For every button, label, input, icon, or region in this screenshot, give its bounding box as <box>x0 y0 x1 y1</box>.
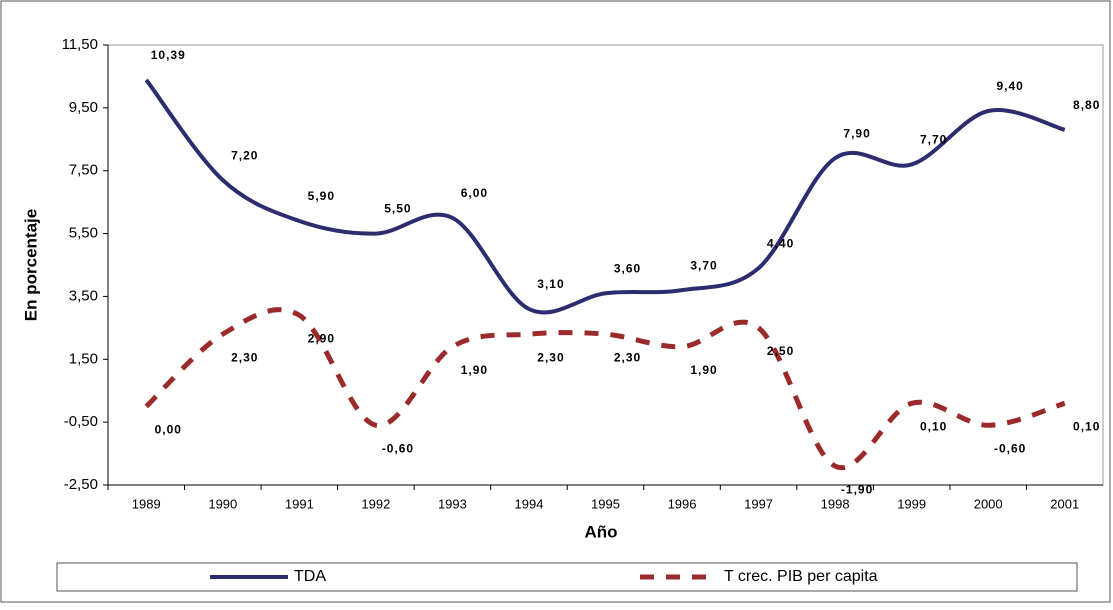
series-line <box>144 78 1066 315</box>
x-tick-label: 1996 <box>668 496 697 511</box>
x-tick-label: 1994 <box>515 496 544 511</box>
y-tick-label: 9,50 <box>69 99 98 116</box>
x-tick-label: 1989 <box>132 496 161 511</box>
x-tick-label: 1998 <box>821 496 850 511</box>
value-label: 3,60 <box>614 261 641 275</box>
value-label: 4,40 <box>767 236 794 250</box>
value-label: 6,00 <box>461 186 488 200</box>
value-label: 5,90 <box>308 189 335 203</box>
y-axis-label: En porcentaje <box>21 209 40 321</box>
legend-label: TDA <box>294 568 326 585</box>
value-label: -1,90 <box>841 482 873 496</box>
x-tick-label: 1993 <box>438 496 467 511</box>
x-axis-label: Año <box>584 522 617 541</box>
y-tick-label: 7,50 <box>69 162 98 179</box>
value-label: -0,60 <box>994 441 1026 455</box>
value-label: 7,90 <box>843 126 870 140</box>
y-tick-label: 5,50 <box>69 225 98 242</box>
x-tick-label: 1992 <box>361 496 390 511</box>
value-label: 7,20 <box>231 148 258 162</box>
value-label: 5,50 <box>384 202 411 216</box>
value-label: 9,40 <box>997 79 1024 93</box>
y-tick-label: -0,50 <box>64 413 98 430</box>
value-label: 0,10 <box>920 419 947 433</box>
x-tick-label: 1995 <box>591 496 620 511</box>
series-line <box>144 307 1066 471</box>
legend-label: T crec. PIB per capita <box>724 568 878 585</box>
x-tick-label: 2001 <box>1050 496 1079 511</box>
value-label: 2,30 <box>537 350 564 364</box>
value-label: 3,70 <box>690 258 717 272</box>
value-label: 2,30 <box>231 350 258 364</box>
value-label: 0,10 <box>1073 419 1100 433</box>
y-tick-label: 3,50 <box>69 287 98 304</box>
value-label: 2,50 <box>767 344 794 358</box>
x-tick-label: 1999 <box>897 496 926 511</box>
value-label: 1,90 <box>461 363 488 377</box>
value-label: 2,90 <box>308 331 335 345</box>
x-tick-label: 2000 <box>974 496 1003 511</box>
y-tick-label: 1,50 <box>69 350 98 367</box>
x-tick-label: 1990 <box>208 496 237 511</box>
value-label: 2,30 <box>614 350 641 364</box>
value-label: 3,10 <box>537 277 564 291</box>
value-label: 10,39 <box>151 48 186 62</box>
value-label: 8,80 <box>1073 98 1100 112</box>
y-tick-label: 11,50 <box>62 36 98 53</box>
value-label: 7,70 <box>920 133 947 147</box>
value-label: -0,60 <box>382 441 414 455</box>
y-tick-label: -2,50 <box>64 476 98 493</box>
x-tick-label: 1991 <box>285 496 314 511</box>
x-tick-label: 1997 <box>744 496 773 511</box>
value-label: 1,90 <box>690 363 717 377</box>
value-label: 0,00 <box>155 423 182 437</box>
